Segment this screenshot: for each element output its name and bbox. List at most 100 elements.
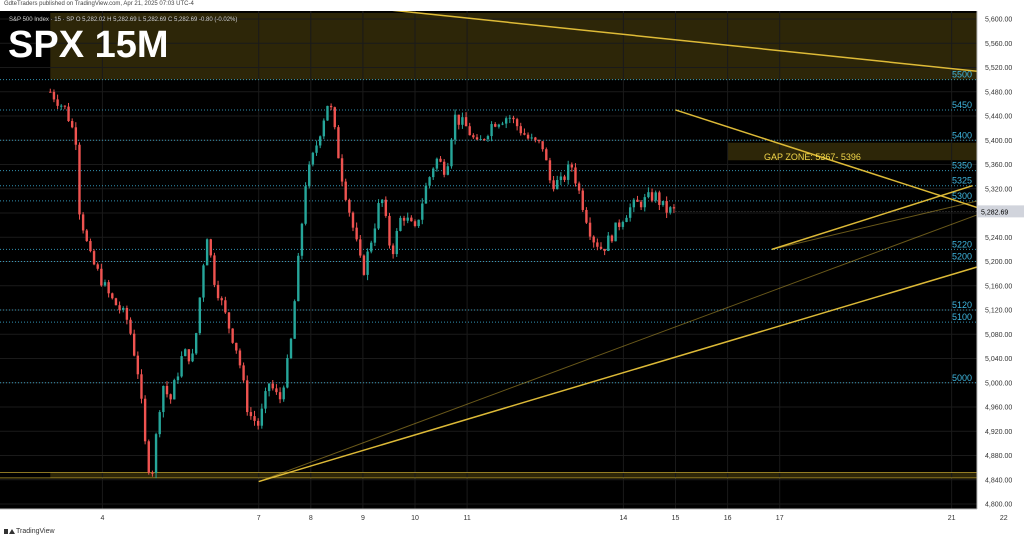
footer-brand: TradingView: [4, 528, 55, 535]
candle-body: [103, 282, 107, 286]
candle-body: [67, 106, 70, 122]
candle-body: [154, 434, 158, 473]
gap-zone-label: GAP ZONE: 5367- 5396: [764, 152, 861, 162]
trendline: [258, 206, 999, 483]
candle-body: [450, 139, 453, 167]
current-price-badge-label: 5,282.69: [981, 209, 1008, 216]
candle-body: [107, 282, 110, 294]
axes-layer: 5,600.00 5,560.00 5,520.00 5,480.00 5,440.00…: [0, 11, 1024, 527]
candle-body: [184, 349, 187, 357]
candle-body: [570, 164, 574, 168]
candle-body: [574, 167, 577, 184]
price-tick-label: 5,160.00: [985, 283, 1012, 290]
time-tick-label: 11: [463, 515, 470, 522]
price-tick-label: 5,400.00: [985, 138, 1012, 145]
trendline: [258, 252, 1024, 483]
candle-body: [253, 416, 256, 421]
candle-body: [384, 199, 388, 216]
candle-body: [537, 139, 541, 142]
candle-body: [267, 383, 271, 392]
candle-body: [512, 117, 515, 120]
time-tick-label: 4: [100, 515, 104, 522]
candle-body: [658, 192, 661, 205]
candle-body: [242, 365, 245, 381]
candle-body: [315, 145, 318, 153]
candle-body: [508, 117, 512, 119]
candle-body: [173, 380, 176, 400]
candle-body: [49, 91, 52, 93]
candle-body: [337, 127, 340, 159]
candle-body: [118, 305, 121, 310]
candle-body: [70, 121, 74, 128]
price-tick-label: 5,000.00: [985, 380, 1012, 387]
candle-body: [406, 217, 409, 221]
time-tick-label: 16: [724, 515, 732, 522]
level-label-5400: 5400: [952, 130, 972, 140]
candle-body: [523, 133, 526, 135]
level-label-5100: 5100: [952, 312, 972, 322]
candle-body: [81, 214, 85, 231]
candle-body: [238, 350, 242, 366]
chart-pane[interactable]: 5500 5450 5400 5350 5325 5300 5220 5200 5120 5100…: [0, 11, 1024, 527]
candle-body: [198, 297, 202, 334]
candle-body: [260, 408, 264, 426]
candle-body: [464, 117, 468, 127]
time-tick-label: 10: [411, 515, 419, 522]
candle-body: [256, 420, 260, 426]
candle-body: [599, 246, 603, 249]
candle-body: [563, 176, 566, 180]
candle-body: [176, 376, 180, 381]
candle-body: [421, 203, 424, 220]
candle-body: [643, 197, 646, 208]
candle-body: [483, 139, 486, 141]
candle-body: [370, 242, 373, 252]
candle-body: [432, 168, 435, 178]
candle-body: [165, 385, 169, 395]
candle-body: [588, 222, 592, 237]
candle-body: [592, 236, 595, 243]
time-tick-label: 7: [257, 515, 261, 522]
level-label-5220: 5220: [952, 239, 972, 249]
candle-body: [377, 203, 380, 229]
candle-body: [227, 312, 231, 329]
footer-brand-label: TradingView: [16, 528, 55, 535]
candle-body: [504, 118, 508, 124]
price-tick-label: 5,080.00: [985, 332, 1012, 339]
candle-body: [96, 264, 99, 269]
candle-body: [246, 380, 249, 413]
candle-body: [289, 338, 293, 359]
candle-body: [63, 105, 67, 107]
overlay-title: SPX 15M: [8, 24, 169, 66]
price-tick-label: 5,320.00: [985, 186, 1012, 193]
candle-body: [78, 144, 81, 215]
candle-body: [311, 152, 315, 165]
price-zone-rect: [50, 472, 978, 478]
candle-body: [625, 217, 628, 223]
candle-body: [636, 199, 639, 202]
candle-body: [140, 374, 143, 399]
candle-body: [348, 199, 351, 213]
candle-body: [665, 200, 668, 213]
candle-body: [380, 199, 384, 204]
candle-body: [654, 192, 657, 201]
price-chart-svg[interactable]: 5500 5450 5400 5350 5325 5300 5220 5200 5120 5100…: [0, 11, 1024, 527]
candle-body: [395, 230, 398, 255]
candle-body: [132, 333, 136, 356]
candle-body: [479, 139, 482, 141]
candle-body: [639, 201, 643, 208]
candle-body: [52, 91, 56, 100]
price-axis-panel: [977, 11, 1024, 527]
candle-body: [534, 137, 537, 140]
price-tick-label: 4,840.00: [985, 477, 1012, 484]
price-tick-label: 5,440.00: [985, 114, 1012, 121]
time-tick-label: 15: [672, 515, 680, 522]
candle-body: [402, 217, 406, 221]
price-tick-label: 5,480.00: [985, 89, 1012, 96]
levels-layer: [0, 79, 977, 479]
candle-body: [672, 207, 676, 209]
candle-body: [417, 219, 420, 227]
candle-body: [249, 412, 253, 417]
candle-body: [187, 349, 191, 362]
candle-body: [326, 105, 329, 121]
candle-body: [169, 394, 172, 400]
